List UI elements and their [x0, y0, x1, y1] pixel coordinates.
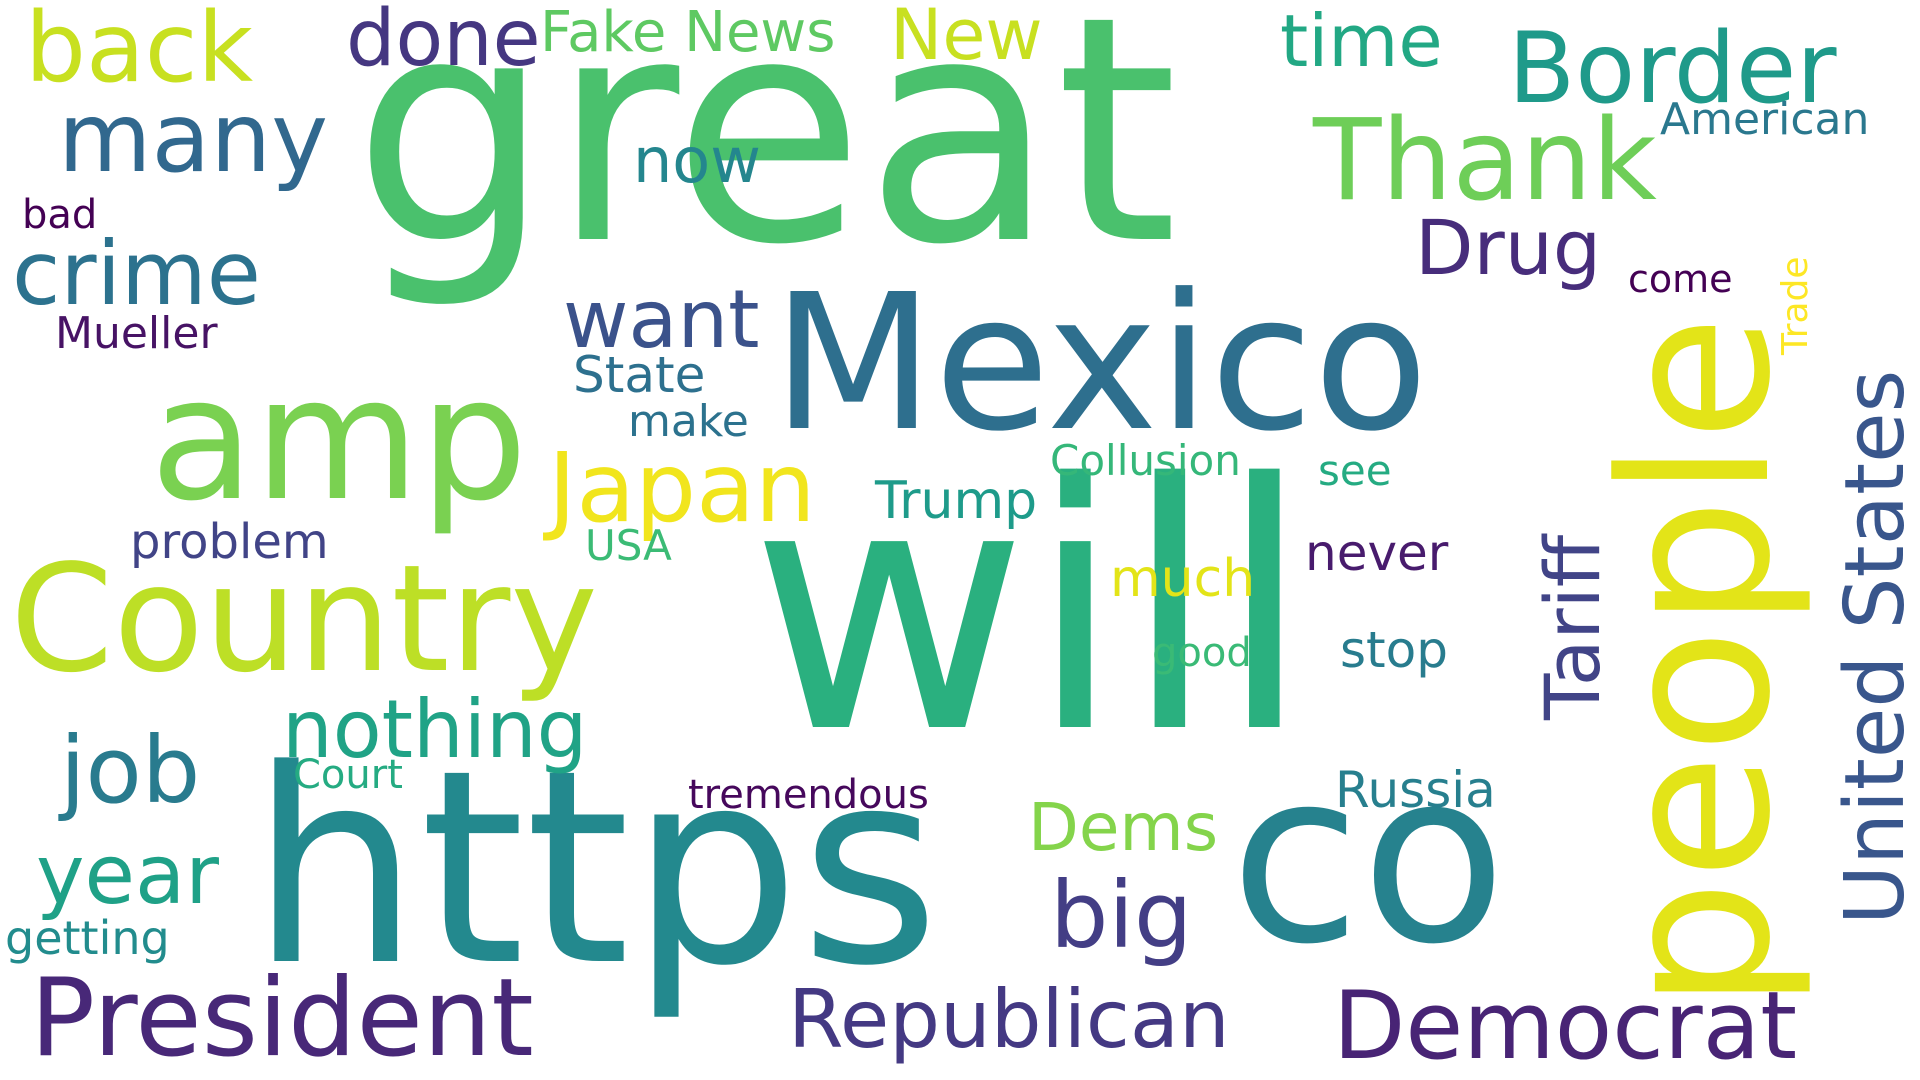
- word-trump: Trump: [875, 471, 1038, 531]
- word-big: big: [1050, 862, 1193, 969]
- word-will: will: [750, 412, 1312, 808]
- word-united-states: United States: [1828, 369, 1920, 925]
- word-amp: amp: [150, 341, 528, 539]
- word-see: see: [1318, 446, 1392, 495]
- word-dems: Dems: [1028, 789, 1219, 866]
- word-done: done: [346, 0, 541, 84]
- word-russia: Russia: [1335, 761, 1496, 819]
- word-year: year: [36, 828, 219, 923]
- word-make: make: [628, 396, 749, 447]
- word-tremendous: tremendous: [688, 772, 929, 818]
- word-much: much: [1110, 549, 1256, 609]
- word-crime: crime: [12, 222, 261, 325]
- word-come: come: [1628, 257, 1733, 301]
- word-https: https: [250, 713, 940, 1025]
- word-new: New: [890, 0, 1043, 76]
- word-american: American: [1660, 94, 1870, 145]
- word-democrat: Democrat: [1333, 972, 1798, 1080]
- word-trade: Trade: [1775, 256, 1816, 355]
- word-fake-news: Fake News: [540, 0, 836, 65]
- word-getting: getting: [5, 911, 170, 965]
- word-now: now: [633, 124, 761, 197]
- word-border: Border: [1508, 12, 1837, 126]
- word-job: job: [60, 717, 201, 824]
- word-tariff: Tariff: [1528, 534, 1617, 720]
- word-good: good: [1152, 630, 1252, 676]
- word-nothing: nothing: [282, 683, 588, 776]
- word-co: co: [1230, 720, 1507, 997]
- word-president: President: [30, 956, 534, 1080]
- word-want: want: [563, 273, 760, 366]
- word-never: never: [1305, 524, 1449, 582]
- word-drug: Drug: [1415, 203, 1602, 292]
- word-court: Court: [293, 752, 403, 798]
- word-mueller: Mueller: [55, 308, 218, 359]
- word-time: time: [1280, 0, 1443, 83]
- word-republican: Republican: [788, 973, 1230, 1066]
- word-stop: stop: [1340, 621, 1448, 679]
- word-bad: bad: [22, 192, 98, 238]
- word-mexico: Mexico: [772, 254, 1429, 473]
- word-great: great: [353, 0, 1178, 313]
- word-people: people: [1578, 315, 1816, 1010]
- word-collusion: Collusion: [1050, 436, 1241, 485]
- word-problem: problem: [130, 514, 329, 570]
- word-japan: Japan: [548, 432, 816, 544]
- word-country: Country: [10, 533, 598, 705]
- word-state: State: [573, 346, 706, 404]
- word-back: back: [25, 0, 254, 104]
- word-many: many: [58, 82, 328, 194]
- word-thank: Thank: [1313, 96, 1657, 226]
- word-usa: USA: [585, 521, 672, 570]
